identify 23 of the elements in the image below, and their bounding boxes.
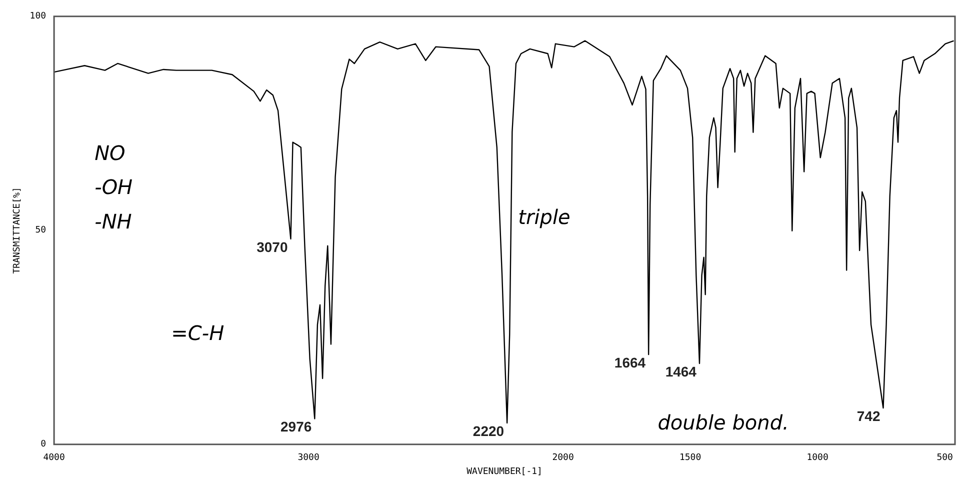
x-tick-label: 500 [936,453,953,464]
x-tick-label: 1500 [679,453,702,464]
x-tick-label: 2000 [552,453,574,464]
annotation: 1664 [614,354,646,370]
annotation: triple [518,205,570,230]
annotation: 742 [856,408,880,424]
annotation: -NH [94,209,132,234]
x-tick-label: 1000 [806,453,828,464]
x-tick-label: 3000 [298,453,320,464]
annotation: 3070 [256,238,288,255]
x-tick-label: 4000 [43,453,65,464]
annotation: NO [94,141,126,166]
annotation: 2220 [472,422,504,439]
annotation: =C-H [171,320,224,345]
y-tick-label: 50 [35,226,46,236]
y-tick-label: 0 [40,440,46,450]
y-axis-title: TRANSMITTANCE[%] [12,187,23,274]
annotation: -OH [94,175,133,200]
annotation: 2976 [280,418,312,435]
x-axis-title: WAVENUMBER[-1] [466,466,542,477]
y-tick-label: 100 [30,12,46,22]
annotation: double bond. [658,410,789,435]
annotation: 1464 [665,363,697,380]
